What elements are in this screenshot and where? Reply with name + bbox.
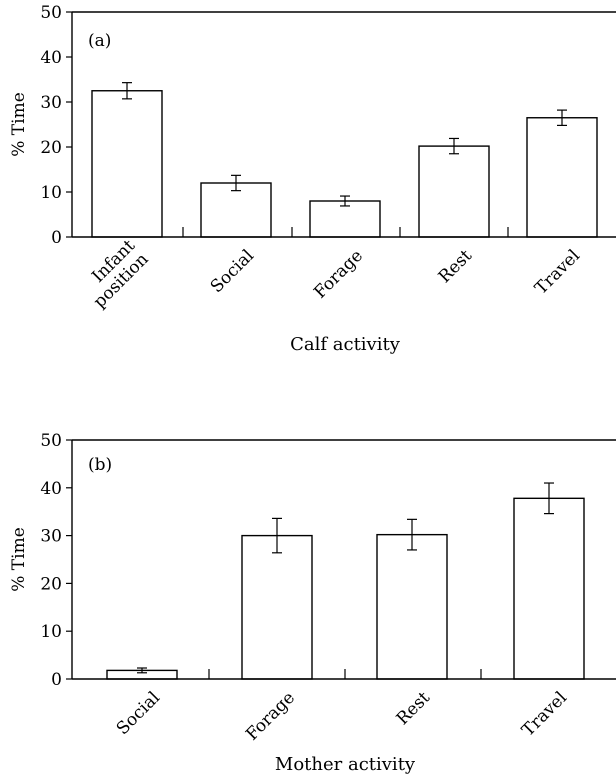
y-tick-label: 50 bbox=[40, 431, 62, 451]
x-category-label-line: Rest bbox=[435, 246, 476, 287]
y-tick-label: 20 bbox=[40, 138, 62, 158]
x-category-label: Forage bbox=[310, 246, 367, 303]
y-tick-label: 20 bbox=[40, 574, 62, 594]
x-category-label: Social bbox=[113, 688, 164, 739]
x-category-label-line: Forage bbox=[242, 688, 299, 745]
y-axis-label: % Time bbox=[9, 527, 29, 592]
y-tick-label: 40 bbox=[40, 479, 62, 499]
y-tick-label: 30 bbox=[40, 93, 62, 113]
bar bbox=[526, 117, 598, 238]
panel-label: (b) bbox=[88, 455, 112, 475]
x-axis-label: Calf activity bbox=[290, 334, 401, 355]
bar bbox=[309, 200, 381, 238]
y-tick-label: 10 bbox=[40, 622, 62, 642]
y-axis-label: % Time bbox=[9, 92, 29, 157]
bar bbox=[376, 533, 448, 680]
x-category-label-line: Forage bbox=[310, 246, 367, 303]
x-category-label-line: Social bbox=[207, 246, 258, 297]
x-axis-label: Mother activity bbox=[275, 754, 416, 775]
panel-a-calf-activity: 0 10 20 30 40 50 Infantposition Social Forage Res… bbox=[9, 3, 616, 355]
x-category-label: Social bbox=[207, 246, 258, 297]
x-category-label-line: Travel bbox=[518, 688, 571, 741]
panel-b-mother-activity: 0 10 20 30 40 50 Social Forage Rest Travel % Time M… bbox=[9, 431, 616, 775]
bar bbox=[91, 90, 163, 238]
x-category-label: Infantposition bbox=[76, 236, 152, 312]
x-category-label-line: Rest bbox=[393, 688, 434, 729]
x-category-label: Travel bbox=[518, 688, 571, 741]
y-tick-label: 10 bbox=[40, 183, 62, 203]
y-tick-label: 30 bbox=[40, 527, 62, 547]
bar bbox=[418, 145, 490, 238]
bar bbox=[241, 534, 313, 680]
y-tick-label: 40 bbox=[40, 48, 62, 68]
panel-label: (a) bbox=[88, 31, 111, 51]
y-tick-label: 0 bbox=[51, 228, 62, 248]
x-category-label: Rest bbox=[435, 246, 476, 287]
bar bbox=[513, 497, 585, 680]
x-category-label: Rest bbox=[393, 688, 434, 729]
x-category-label-line: Travel bbox=[531, 246, 584, 299]
x-category-label: Travel bbox=[531, 246, 584, 299]
y-tick-label: 50 bbox=[40, 3, 62, 23]
bar bbox=[200, 182, 272, 238]
x-category-label-line: Social bbox=[113, 688, 164, 739]
y-tick-label: 0 bbox=[51, 670, 62, 690]
x-category-label: Forage bbox=[242, 688, 299, 745]
